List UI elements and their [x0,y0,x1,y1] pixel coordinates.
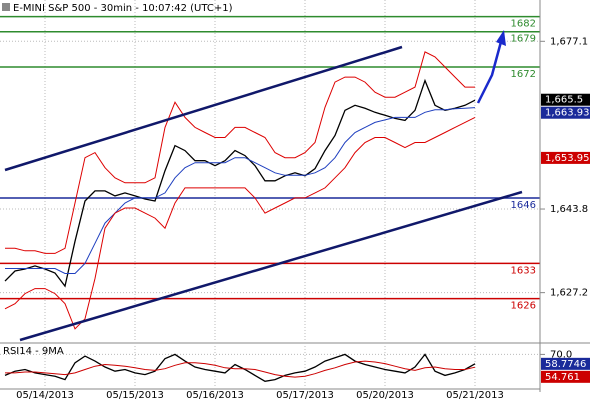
price-marker [541,93,590,106]
x-tick-label: 05/15/2013 [106,390,164,400]
series-line [5,107,476,274]
price-marker-label: 58.7746 [545,359,586,370]
trend-line [19,190,523,342]
x-tick-label: 05/20/2013 [356,390,414,400]
x-tick-label: 05/21/2013 [446,390,504,400]
title-icon [2,3,10,11]
level-label: 1646 [511,200,536,211]
level-label: 1626 [511,301,536,312]
level-label: 1633 [511,265,536,276]
x-tick-label: 05/16/2013 [186,390,244,400]
level-label: 1679 [511,34,536,45]
price-marker-label: 1,665.5 [545,95,583,106]
series-line [5,360,476,378]
level-label: 1672 [511,69,536,80]
price-marker [541,370,590,383]
trend-line [4,45,403,172]
price-marker-label: 1,653.95 [545,153,590,164]
series-line [4,78,476,288]
price-marker-label: 54.761 [545,372,580,383]
chart-title: E-MINI S&P 500 - 30min - 10:07:42 (UTC+1… [13,3,233,14]
x-tick-label: 05/14/2013 [16,390,74,400]
price-marker [541,106,590,119]
y-tick-label: 70.0 [550,349,572,360]
price-marker [541,151,590,164]
plot-area [0,0,540,388]
level-label: 1682 [511,19,536,30]
forecast-arrow [476,37,504,104]
indicator-title: RSI14 - 9MA [3,346,64,357]
y-tick-label: 1,677.1 [550,36,588,47]
y-tick-label: 1,643.8 [550,204,588,215]
y-tick-label: 1,627.2 [550,288,588,299]
series-line [4,353,476,382]
price-marker-label: 1,663.93 [545,108,590,119]
arrow-head [496,30,506,46]
price-marker [541,357,590,370]
x-tick-label: 05/17/2013 [276,390,334,400]
series-line [5,51,475,254]
